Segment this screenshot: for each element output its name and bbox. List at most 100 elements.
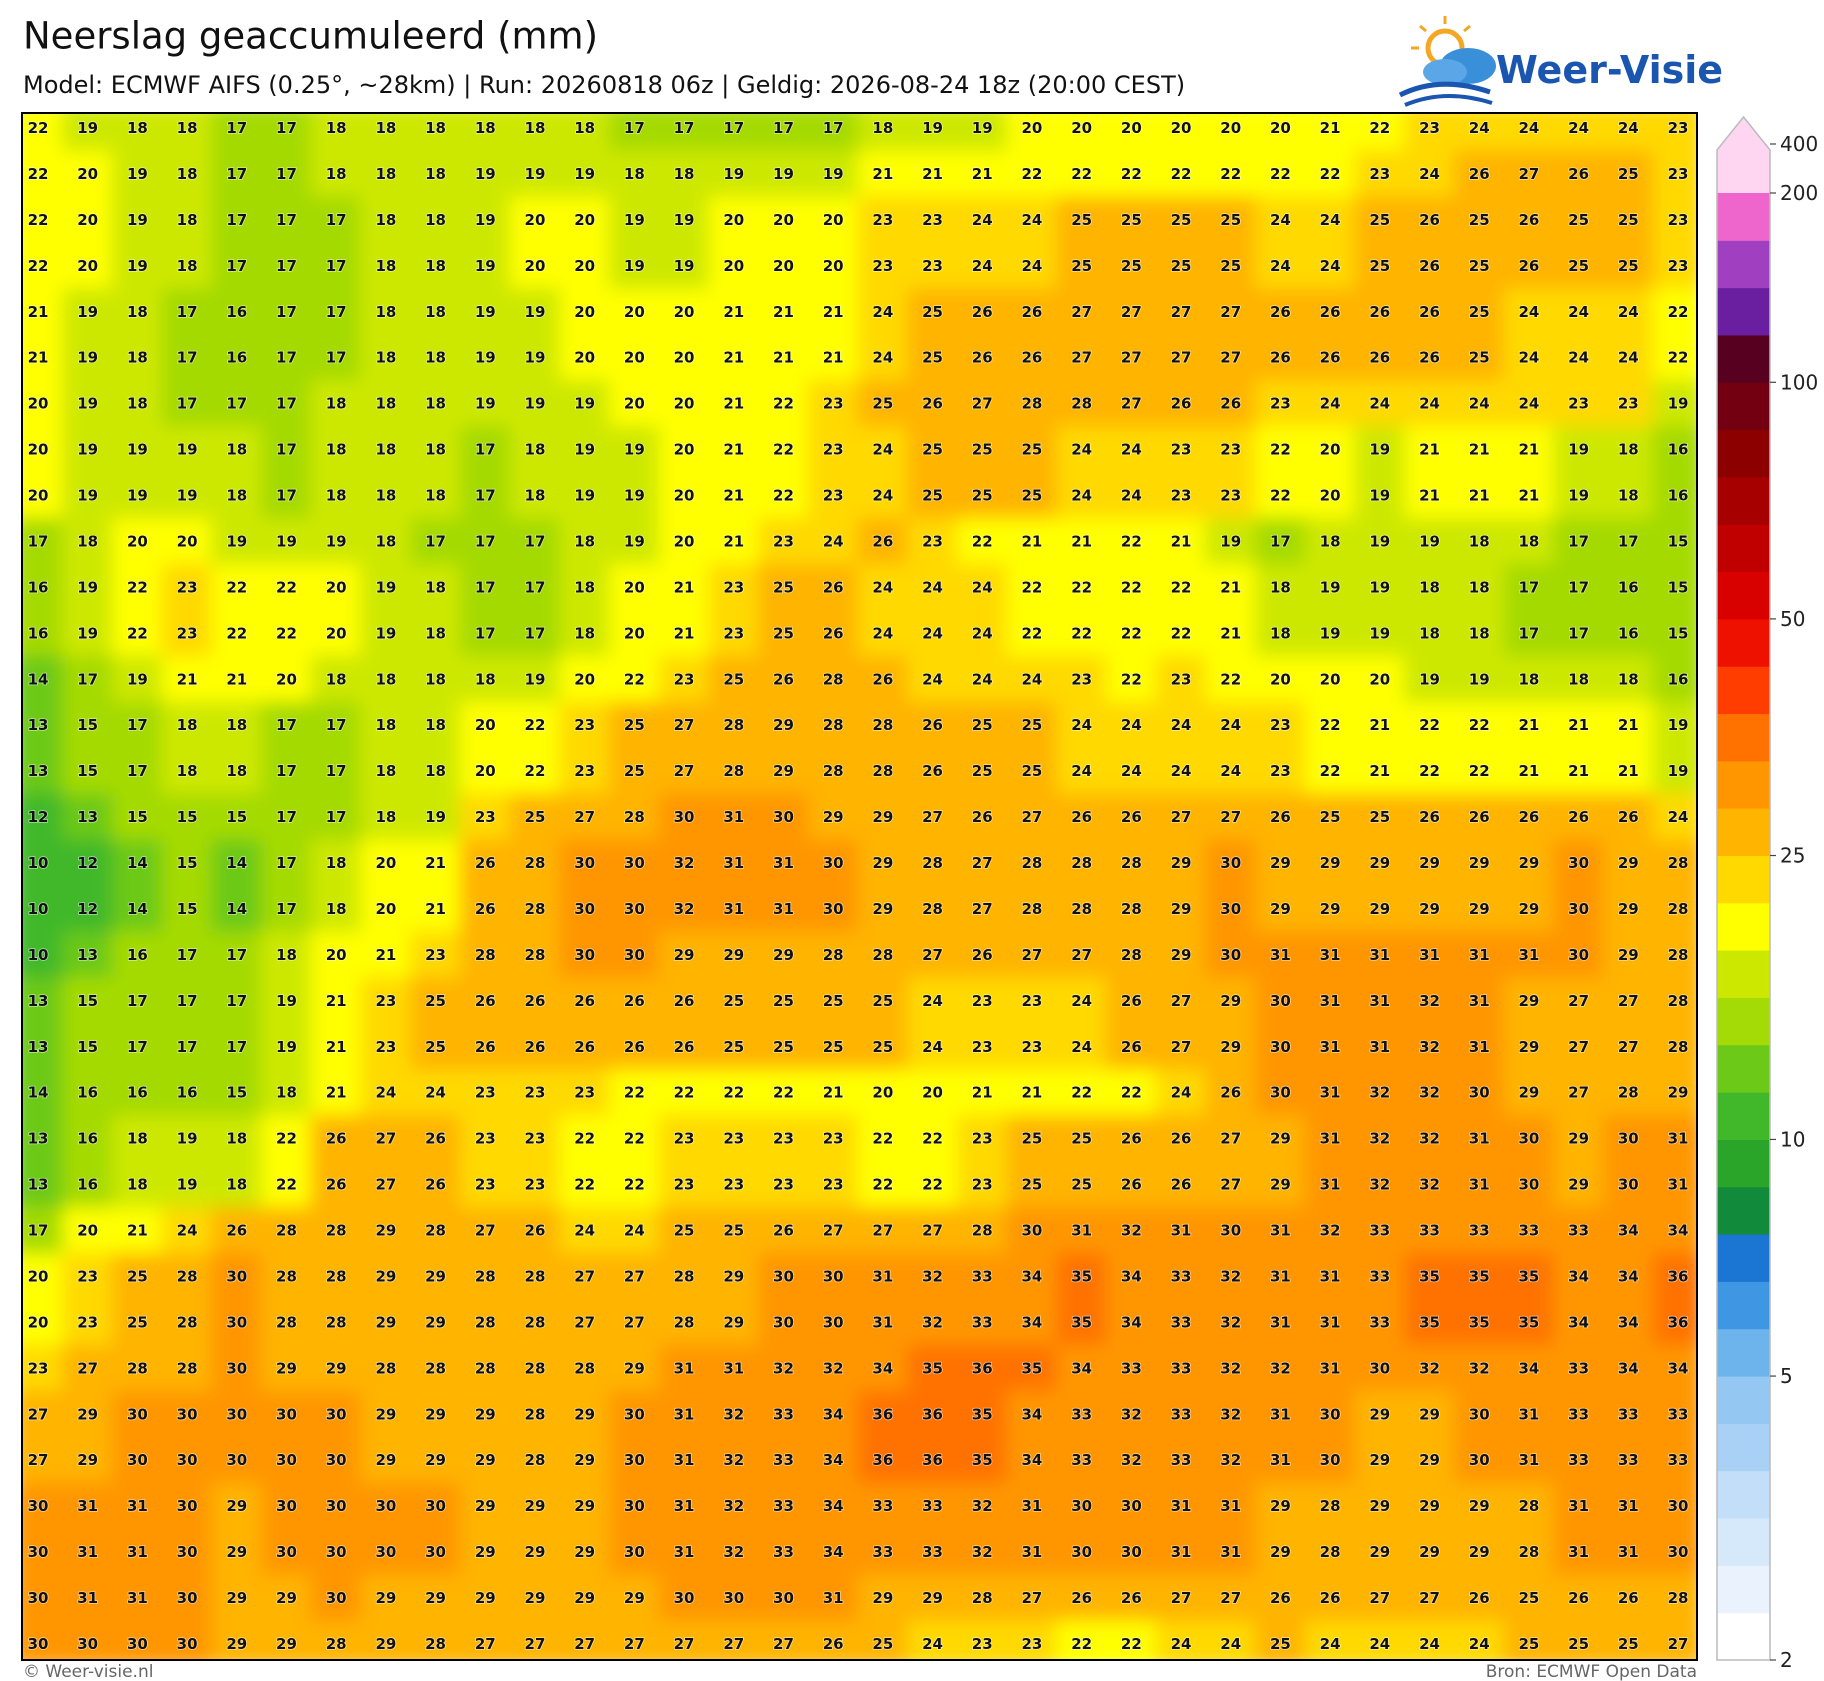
grid-value: 26 xyxy=(624,992,645,1010)
field-cell xyxy=(609,1390,660,1438)
field-cell xyxy=(261,517,312,565)
field-cell xyxy=(1255,426,1306,474)
field-cell xyxy=(1205,1574,1257,1622)
field-cell xyxy=(758,1115,809,1163)
grid-value: 30 xyxy=(77,1635,98,1653)
grid-value: 22 xyxy=(1469,716,1490,734)
grid-value: 22 xyxy=(1171,165,1192,183)
grid-value: 29 xyxy=(1469,1543,1490,1561)
field-cell xyxy=(1056,885,1107,933)
field-cell xyxy=(161,931,213,979)
grid-value: 32 xyxy=(674,900,695,918)
grid-value: 22 xyxy=(1220,670,1241,688)
grid-value: 31 xyxy=(1270,1405,1291,1423)
grid-value: 32 xyxy=(1220,1451,1241,1469)
field-cell xyxy=(708,1390,760,1438)
field-cell xyxy=(1006,609,1058,657)
grid-value: 18 xyxy=(425,716,446,734)
grid-value: 23 xyxy=(177,624,198,642)
grid-value: 31 xyxy=(77,1497,98,1515)
field-cell xyxy=(658,747,710,795)
field-cell xyxy=(1205,655,1257,703)
field-cell xyxy=(1006,288,1058,336)
field-cell xyxy=(410,655,461,703)
grid-value: 19 xyxy=(475,257,496,275)
grid-value: 29 xyxy=(77,1451,98,1469)
field-cell xyxy=(1056,793,1107,841)
field-cell xyxy=(22,517,64,565)
field xyxy=(22,113,1697,1660)
grid-value: 32 xyxy=(773,1359,794,1377)
grid-value: 25 xyxy=(1618,257,1639,275)
grid-value: 20 xyxy=(773,257,794,275)
grid-value: 22 xyxy=(1022,624,1043,642)
field-cell xyxy=(1602,1207,1654,1255)
grid-value: 27 xyxy=(375,1130,396,1148)
grid-value: 33 xyxy=(1618,1451,1639,1469)
colorbar-box xyxy=(1717,1518,1770,1566)
field-cell xyxy=(559,1298,611,1346)
grid-value: 19 xyxy=(177,441,198,459)
field-cell xyxy=(410,1161,461,1209)
field-cell xyxy=(22,839,64,887)
grid-value: 21 xyxy=(723,303,744,321)
field-cell xyxy=(708,426,760,474)
grid-value: 29 xyxy=(1171,946,1192,964)
field-cell xyxy=(1155,931,1207,979)
field-cell xyxy=(1304,150,1356,198)
grid-value: 33 xyxy=(1568,1405,1589,1423)
grid-value: 24 xyxy=(1171,716,1192,734)
grid-value: 24 xyxy=(1121,716,1142,734)
grid-value: 17 xyxy=(276,395,297,413)
field-cell xyxy=(857,1390,909,1438)
field-cell xyxy=(1304,747,1356,795)
field-cell xyxy=(907,1574,958,1622)
field-cell xyxy=(211,380,263,428)
grid-value: 17 xyxy=(624,119,645,137)
field-cell xyxy=(1255,113,1306,152)
field-cell xyxy=(112,1482,163,1530)
field-cell xyxy=(410,1390,461,1438)
field-cell xyxy=(360,1023,412,1071)
grid-value: 36 xyxy=(922,1405,943,1423)
grid-value: 24 xyxy=(1618,119,1639,137)
field-cell xyxy=(857,334,909,382)
field-cell xyxy=(211,113,263,152)
field-cell xyxy=(509,563,561,611)
field-cell xyxy=(708,334,760,382)
grid-value: 23 xyxy=(1668,119,1689,137)
field-cell xyxy=(1255,1482,1306,1530)
field-cell xyxy=(956,1161,1008,1209)
grid-value: 33 xyxy=(1369,1313,1390,1331)
field-cell xyxy=(609,426,660,474)
colorbar-box xyxy=(1717,287,1770,336)
field-cell xyxy=(112,150,163,198)
field-cell xyxy=(310,1574,362,1622)
field-cell xyxy=(559,563,611,611)
grid-value: 27 xyxy=(1568,1084,1589,1102)
field-cell xyxy=(1553,793,1604,841)
field-cell xyxy=(1354,793,1406,841)
field-cell xyxy=(708,747,760,795)
field-cell xyxy=(211,150,263,198)
field-cell xyxy=(1453,655,1505,703)
field-cell xyxy=(310,1161,362,1209)
grid-value: 26 xyxy=(972,808,993,826)
field-cell xyxy=(161,747,213,795)
field-cell xyxy=(410,747,461,795)
field-cell xyxy=(559,517,611,565)
grid-value: 29 xyxy=(1270,854,1291,872)
grid-value: 31 xyxy=(674,1451,695,1469)
field-cell xyxy=(907,839,958,887)
colorbar-label: 50 xyxy=(1780,607,1805,631)
field-cell xyxy=(1255,1390,1306,1438)
field-cell xyxy=(758,609,809,657)
field-cell xyxy=(1602,196,1654,244)
field-cell xyxy=(112,563,163,611)
field-cell xyxy=(261,655,312,703)
field-cell xyxy=(1205,472,1257,519)
grid-value: 28 xyxy=(1518,1497,1539,1515)
field-cell xyxy=(1105,472,1157,519)
field-cell xyxy=(559,426,611,474)
grid-value: 25 xyxy=(127,1313,148,1331)
